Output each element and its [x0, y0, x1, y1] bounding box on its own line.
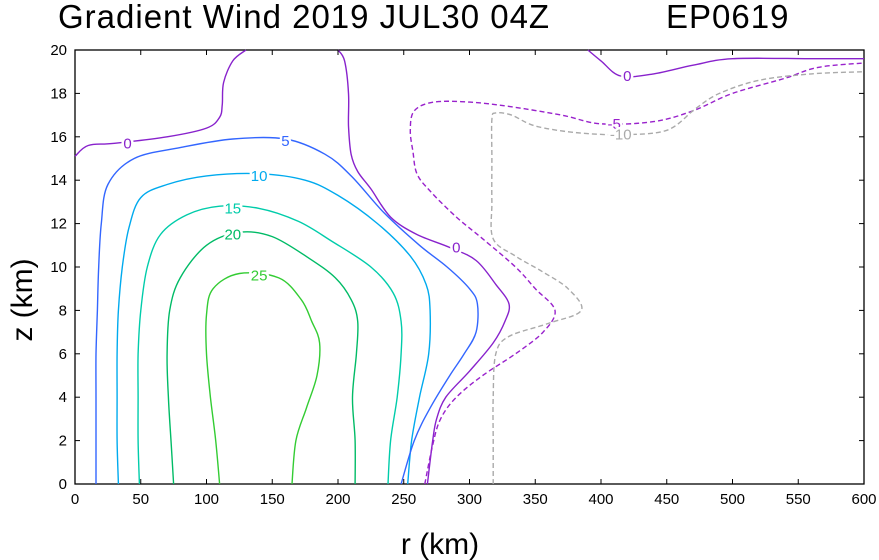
contour-label-halo: 0: [452, 239, 460, 256]
y-tick-label: 8: [59, 302, 67, 319]
x-tick-label: 450: [654, 491, 679, 508]
x-tick-label: 300: [457, 491, 482, 508]
contour-line-0: [337, 49, 511, 485]
contour-label-halo: -5: [607, 116, 620, 133]
y-tick-label: 6: [59, 346, 67, 363]
contour-line-neg5: [409, 62, 865, 485]
contour-label: 20: [224, 226, 241, 243]
contour-line-0: [587, 49, 864, 78]
y-axis-title: z (km): [6, 258, 39, 341]
contour-line-25: [205, 272, 321, 485]
x-tick-label: 250: [391, 491, 416, 508]
contour-label-halo: -10: [610, 127, 632, 144]
y-tick-label: 4: [59, 389, 67, 406]
x-tick-label: 350: [523, 491, 548, 508]
y-tick-label: 2: [59, 433, 67, 450]
contour-label-halo: 25: [251, 268, 268, 285]
contour-line-neg10: [490, 71, 865, 484]
axis-ticks: 0 50 100 150 200 250 300 350 400 450 500 550 6000246…: [50, 42, 876, 508]
contour-label: -5: [607, 116, 620, 133]
chart-title: Gradient Wind 2019 JUL30 04Z: [58, 0, 550, 35]
contour-label: 0: [623, 68, 631, 85]
plot-area: [74, 49, 865, 485]
contour-line-5: [95, 136, 479, 485]
x-tick-label: 600: [851, 491, 876, 508]
x-tick-label: 100: [194, 491, 219, 508]
y-tick-label: 16: [50, 129, 67, 146]
contour-label: 0: [123, 135, 131, 152]
contour-label: 10: [251, 168, 268, 185]
contour-label: 0: [452, 239, 460, 256]
y-tick-label: 10: [50, 259, 67, 276]
x-tick-label: 500: [720, 491, 745, 508]
contour-label-halo: 20: [224, 226, 241, 243]
x-tick-label: 550: [786, 491, 811, 508]
contour-label-halo: 10: [251, 168, 268, 185]
contour-label-halo: 5: [281, 133, 289, 150]
contour-label: -10: [610, 127, 632, 144]
x-axis-title: r (km): [401, 528, 479, 560]
y-tick-label: 12: [50, 216, 67, 233]
y-tick-label: 14: [50, 172, 67, 189]
x-tick-label: 150: [260, 491, 285, 508]
y-tick-label: 20: [50, 42, 67, 59]
contour-line-20: [166, 231, 359, 485]
contour-line-0: [74, 49, 247, 157]
contour-label: 5: [281, 133, 289, 150]
y-tick-label: 18: [50, 85, 67, 102]
storm-id: EP0619: [666, 0, 789, 35]
contour-label: 25: [251, 268, 268, 285]
y-tick-label: 0: [59, 476, 67, 493]
x-tick-label: 200: [325, 491, 350, 508]
contour-label: 15: [224, 200, 241, 217]
contour-label-halo: 0: [123, 135, 131, 152]
plot-frame: [74, 49, 865, 485]
x-tick-label: 400: [588, 491, 613, 508]
x-tick-label: 0: [71, 491, 79, 508]
x-tick-label: 50: [132, 491, 149, 508]
contour-label-halo: 15: [224, 200, 241, 217]
contour-label-halo: 0: [623, 68, 631, 85]
contour-line-10: [116, 172, 432, 485]
contour-line-15: [137, 205, 403, 485]
